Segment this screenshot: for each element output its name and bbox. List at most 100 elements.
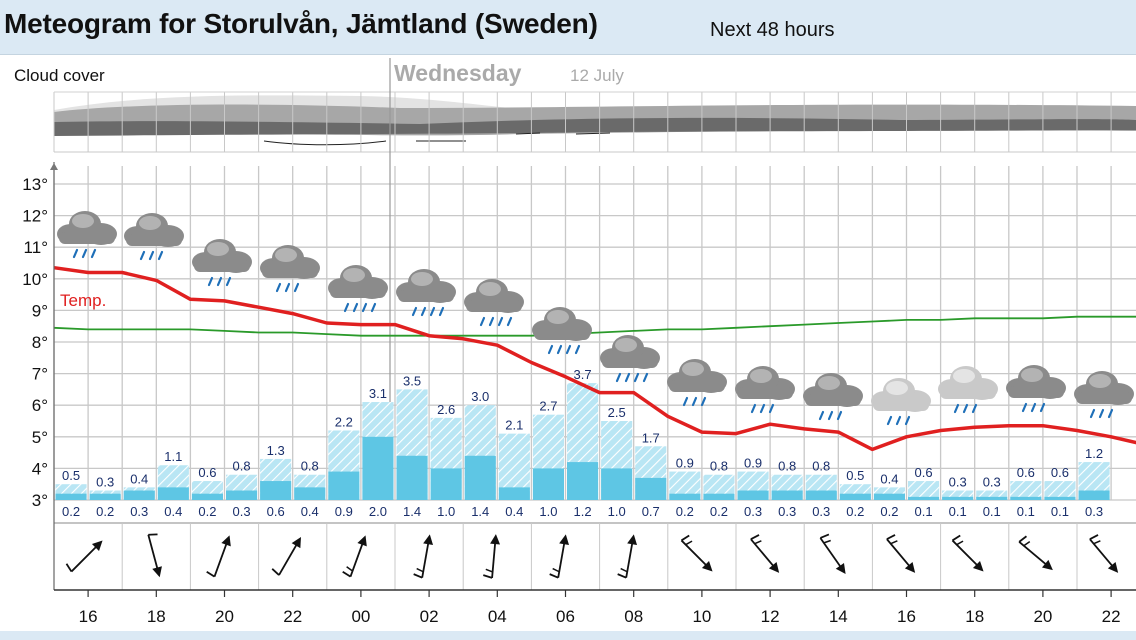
low-cloud-layer	[54, 117, 1136, 136]
precip-max-label: 2.2	[335, 414, 353, 429]
precip-min-label: 0.3	[233, 504, 251, 519]
precip-min-label: 0.1	[949, 504, 967, 519]
wind-arrow-icon	[617, 534, 638, 579]
page-title: Meteogram for Storulvån, Jämtland (Swede…	[4, 8, 598, 39]
period-subtitle: Next 48 hours	[710, 19, 835, 41]
precip-min-label: 1.2	[574, 504, 592, 519]
y-tick-label: 12°	[22, 207, 48, 226]
precip-min-bar	[942, 496, 974, 500]
x-tick-label: 02	[420, 607, 439, 626]
wind-arrow-icon	[951, 534, 984, 572]
precip-min-bar	[976, 496, 1008, 500]
x-tick-label: 06	[556, 607, 575, 626]
x-tick-label: 20	[215, 607, 234, 626]
precip-max-label: 1.2	[1085, 446, 1103, 461]
precip-min-bar	[771, 490, 803, 500]
precip-max-bar	[942, 490, 974, 500]
heavy-cloud-heavy-rain-icon	[328, 265, 388, 313]
precip-max-label: 0.6	[915, 465, 933, 480]
precip-max-label: 0.9	[744, 456, 762, 471]
precip-min-label: 0.9	[335, 504, 353, 519]
precipitation-bars: 0.5 0.2 0.3 0.2 0.4 0.3 1.1 0.4 0.6 0.2 0.8 0.3 1.3 0…	[55, 367, 1110, 519]
wind-arrow-icon	[206, 535, 231, 578]
precip-min-label: 0.2	[880, 504, 898, 519]
precip-min-bar	[908, 496, 940, 500]
precip-max-label: 0.9	[676, 456, 694, 471]
temp-series-label: Temp.	[60, 291, 106, 310]
precip-min-label: 0.2	[198, 504, 216, 519]
precip-min-label: 1.4	[403, 504, 421, 519]
precip-min-label: 0.2	[676, 504, 694, 519]
precip-max-label: 0.6	[198, 465, 216, 480]
heavy-cloud-rain-icon	[1006, 365, 1066, 413]
precip-max-label: 0.5	[62, 468, 80, 483]
precip-min-bar	[226, 490, 258, 500]
precip-min-bar	[873, 493, 905, 500]
wind-arrow-icon	[1089, 534, 1119, 573]
fog-mark	[575, 132, 611, 135]
fog-mark	[515, 132, 541, 135]
precip-max-label: 0.8	[233, 459, 251, 474]
wind-arrow-icon	[413, 534, 434, 579]
date-label: 12 July	[570, 66, 624, 85]
precip-min-bar	[737, 490, 769, 500]
x-tick-label: 08	[624, 607, 643, 626]
precip-min-bar	[396, 455, 428, 500]
precip-min-bar	[805, 490, 837, 500]
x-tick-label: 22	[1102, 607, 1121, 626]
x-tick-label: 18	[147, 607, 166, 626]
precip-min-bar	[157, 487, 189, 500]
precip-max-label: 2.6	[437, 402, 455, 417]
precip-max-label: 3.5	[403, 373, 421, 388]
heavy-cloud-heavy-rain-icon	[600, 335, 660, 383]
precip-min-label: 1.0	[437, 504, 455, 519]
precip-min-bar	[464, 455, 496, 500]
precip-max-bar	[1010, 481, 1042, 500]
precip-min-label: 1.0	[539, 504, 557, 519]
precip-min-label: 0.3	[130, 504, 148, 519]
precip-min-label: 0.1	[915, 504, 933, 519]
x-tick-label: 22	[283, 607, 302, 626]
precip-min-label: 0.1	[1017, 504, 1035, 519]
precip-max-label: 0.6	[1017, 465, 1035, 480]
wind-arrow-icon	[65, 540, 103, 573]
precip-max-label: 0.8	[812, 459, 830, 474]
precip-max-label: 3.0	[471, 389, 489, 404]
precip-max-label: 2.5	[608, 405, 626, 420]
heavy-cloud-heavy-rain-icon	[464, 279, 524, 327]
precip-min-bar	[123, 490, 155, 500]
temperature-lines	[53, 265, 1136, 452]
wind-arrow-icon	[549, 534, 570, 579]
precip-min-label: 2.0	[369, 504, 387, 519]
precip-min-label: 0.3	[778, 504, 796, 519]
dewpoint-line	[53, 315, 1136, 337]
precip-max-label: 0.4	[130, 471, 148, 486]
grid	[53, 58, 1136, 501]
precip-min-label: 0.2	[62, 504, 80, 519]
y-tick-label: 11°	[24, 238, 48, 257]
x-tick-label: 00	[351, 607, 370, 626]
y-tick-label: 13°	[22, 175, 48, 194]
precip-max-label: 0.8	[301, 459, 319, 474]
x-tick-label: 16	[897, 607, 916, 626]
y-tick-label: 10°	[22, 270, 48, 289]
precip-min-label: 0.3	[1085, 504, 1103, 519]
x-tick-label: 14	[829, 607, 848, 626]
precip-min-bar	[362, 436, 394, 500]
heavy-cloud-rain-icon	[803, 373, 863, 421]
precip-min-bar	[294, 487, 326, 500]
precip-max-label: 3.1	[369, 386, 387, 401]
light-cloud-rain-icon	[871, 378, 931, 426]
wind-arrow-icon	[886, 534, 916, 573]
wind-arrow-icon	[483, 534, 501, 579]
heavy-cloud-heavy-rain-icon	[532, 307, 592, 355]
meteogram-chart: 0.5 0.2 0.3 0.2 0.4 0.3 1.1 0.4 0.6 0.2 0.8 0.3 1.3 0…	[14, 58, 1136, 626]
precip-min-bar	[532, 468, 564, 500]
y-tick-label: 9°	[32, 301, 48, 320]
wind-arrow-icon	[1018, 535, 1053, 571]
day-label: Wednesday	[394, 60, 522, 86]
precip-min-bar	[1044, 496, 1076, 500]
precip-max-label: 2.1	[505, 418, 523, 433]
wind-arrow-icon	[819, 533, 846, 575]
x-tick-label: 20	[1033, 607, 1052, 626]
